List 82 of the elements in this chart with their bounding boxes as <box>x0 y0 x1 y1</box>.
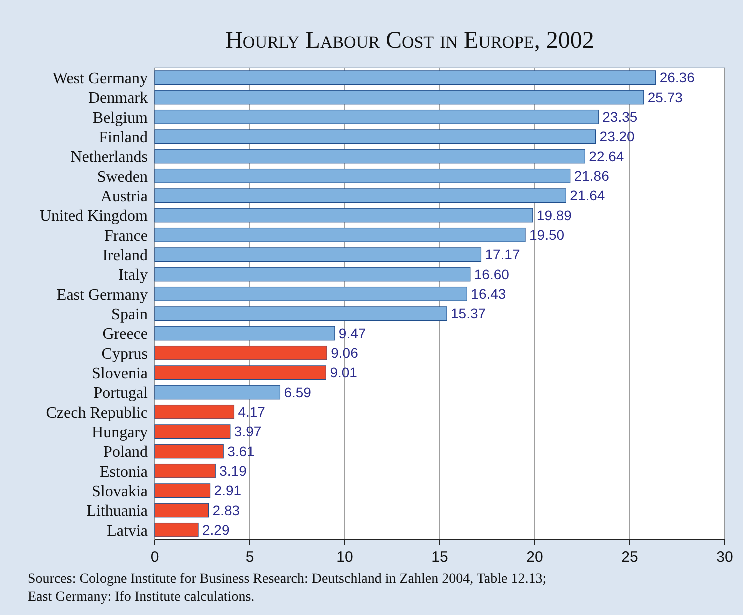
bar <box>154 464 216 478</box>
x-tick-label: 25 <box>622 549 638 566</box>
text: East Germany: Ifo Institute calculations. <box>28 590 255 605</box>
y-tick-label: Czech Republic <box>46 404 148 422</box>
bar <box>154 366 326 380</box>
y-tick-label: Belgium <box>92 110 149 127</box>
bar <box>154 90 644 105</box>
bar <box>154 208 534 223</box>
data-label: 16.60 <box>474 266 510 282</box>
source-note: Sources: Cologne Institute for Business Research: Deutschland in Zahlen 2004, Table 12.13; <box>28 572 547 587</box>
y-tick-label: Sweden <box>97 168 148 186</box>
y-tick-label: Slovenia <box>92 365 148 382</box>
y-tick-label: West Germany <box>52 70 148 88</box>
data-label: 25.73 <box>648 89 684 106</box>
x-tick-label: 20 <box>526 549 544 566</box>
bar <box>154 110 599 124</box>
y-tick-label: Slovakia <box>92 483 148 500</box>
y-tick-label: Greece <box>102 326 148 344</box>
data-label: 21.64 <box>570 188 606 204</box>
y-tick-label: Italy <box>118 267 148 284</box>
bar <box>154 130 596 144</box>
y-tick-label: Portugal <box>94 385 149 402</box>
y-tick-label: Denmark <box>88 90 148 108</box>
y-tick-label: Lithuania <box>86 503 148 520</box>
bar <box>154 248 482 262</box>
bar <box>154 168 571 184</box>
y-tick-label: East Germany <box>56 286 148 304</box>
bar <box>154 286 468 302</box>
bar <box>154 228 526 242</box>
chart-title: Hourly Labour Cost in Europe, 2002 <box>226 28 594 54</box>
x-tick-label: 5 <box>246 549 254 566</box>
data-label: 22.64 <box>589 148 624 164</box>
y-tick-label: Austria <box>100 188 148 206</box>
bar <box>154 149 586 164</box>
data-label: 3.97 <box>234 424 262 440</box>
y-tick-label: Latvia <box>107 522 148 540</box>
y-tick-label: Hungary <box>92 424 148 442</box>
y-tick-label: Ireland <box>102 247 148 264</box>
y-tick-label: Cyprus <box>102 346 148 363</box>
bar <box>154 70 656 86</box>
data-label: 21.86 <box>574 168 610 184</box>
data-label: 4.17 <box>238 404 266 420</box>
x-tick-label: 10 <box>336 549 354 566</box>
y-tick-label: Netherlands <box>70 149 148 166</box>
bar <box>154 346 328 360</box>
y-tick-label: Poland <box>104 444 148 462</box>
bar <box>154 404 235 420</box>
bar <box>154 444 224 459</box>
y-tick-label: Estonia <box>100 464 148 481</box>
bar <box>154 385 281 400</box>
x-tick-label: 15 <box>432 549 448 566</box>
data-label: 9.06 <box>331 345 359 362</box>
data-label: 19.89 <box>536 207 572 224</box>
data-label: 9.47 <box>338 325 366 342</box>
bar <box>154 326 336 341</box>
x-tick-label: 0 <box>150 549 160 566</box>
bar <box>154 522 199 538</box>
data-label: 2.29 <box>202 522 230 538</box>
data-label: 26.36 <box>660 70 696 86</box>
data-label: 16.43 <box>471 286 506 302</box>
data-label: 3.19 <box>220 463 248 480</box>
data-label: 15.37 <box>451 306 486 322</box>
data-label: 3.61 <box>228 443 256 460</box>
data-label: 6.59 <box>284 384 312 400</box>
y-tick-label: France <box>104 228 148 245</box>
bar <box>154 306 448 322</box>
bar <box>154 424 231 440</box>
data-label: 19.50 <box>530 227 565 244</box>
data-label: 23.20 <box>600 128 636 145</box>
data-label: 23.35 <box>602 109 638 126</box>
y-tick-label: Spain <box>112 306 148 324</box>
y-tick-label: Finland <box>99 129 148 146</box>
x-tick-label: 30 <box>716 549 734 566</box>
bar <box>154 484 211 498</box>
y-tick-label: United Kingdom <box>40 208 149 226</box>
data-label: 17.17 <box>485 246 520 263</box>
data-label: 2.83 <box>212 502 240 518</box>
bar <box>154 267 471 282</box>
data-label: 2.91 <box>214 482 242 499</box>
bar <box>154 188 566 204</box>
bar <box>154 503 210 518</box>
data-label: 9.01 <box>330 364 358 381</box>
